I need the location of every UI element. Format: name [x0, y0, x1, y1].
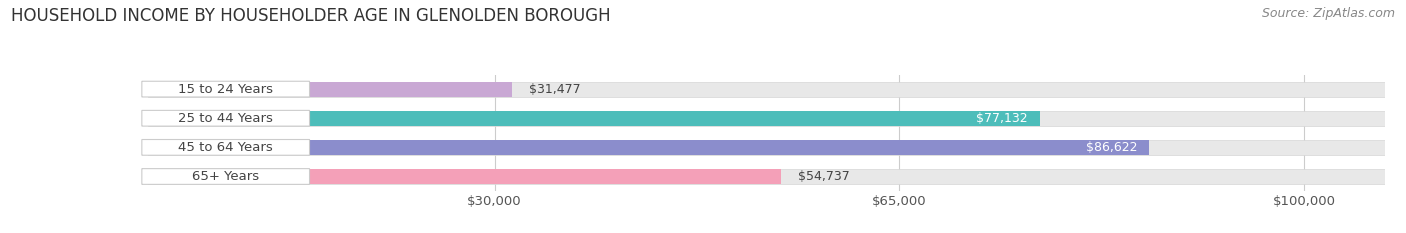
Text: $31,477: $31,477: [529, 83, 581, 96]
Text: $86,622: $86,622: [1087, 141, 1137, 154]
Bar: [148, 111, 1039, 126]
Text: Source: ZipAtlas.com: Source: ZipAtlas.com: [1261, 7, 1395, 20]
Bar: [148, 82, 512, 97]
Text: $54,737: $54,737: [799, 170, 849, 183]
Bar: [148, 140, 1385, 155]
Bar: [148, 169, 1385, 184]
Bar: [148, 82, 1385, 97]
Text: 25 to 44 Years: 25 to 44 Years: [179, 112, 273, 125]
Bar: [148, 169, 780, 184]
FancyBboxPatch shape: [142, 81, 309, 97]
Text: 45 to 64 Years: 45 to 64 Years: [179, 141, 273, 154]
Text: 65+ Years: 65+ Years: [193, 170, 259, 183]
Text: HOUSEHOLD INCOME BY HOUSEHOLDER AGE IN GLENOLDEN BOROUGH: HOUSEHOLD INCOME BY HOUSEHOLDER AGE IN G…: [11, 7, 610, 25]
FancyBboxPatch shape: [142, 169, 309, 184]
Text: 15 to 24 Years: 15 to 24 Years: [179, 83, 273, 96]
Bar: [148, 111, 1385, 126]
FancyBboxPatch shape: [142, 140, 309, 155]
FancyBboxPatch shape: [142, 110, 309, 126]
Bar: [148, 140, 1149, 155]
Text: $77,132: $77,132: [976, 112, 1028, 125]
